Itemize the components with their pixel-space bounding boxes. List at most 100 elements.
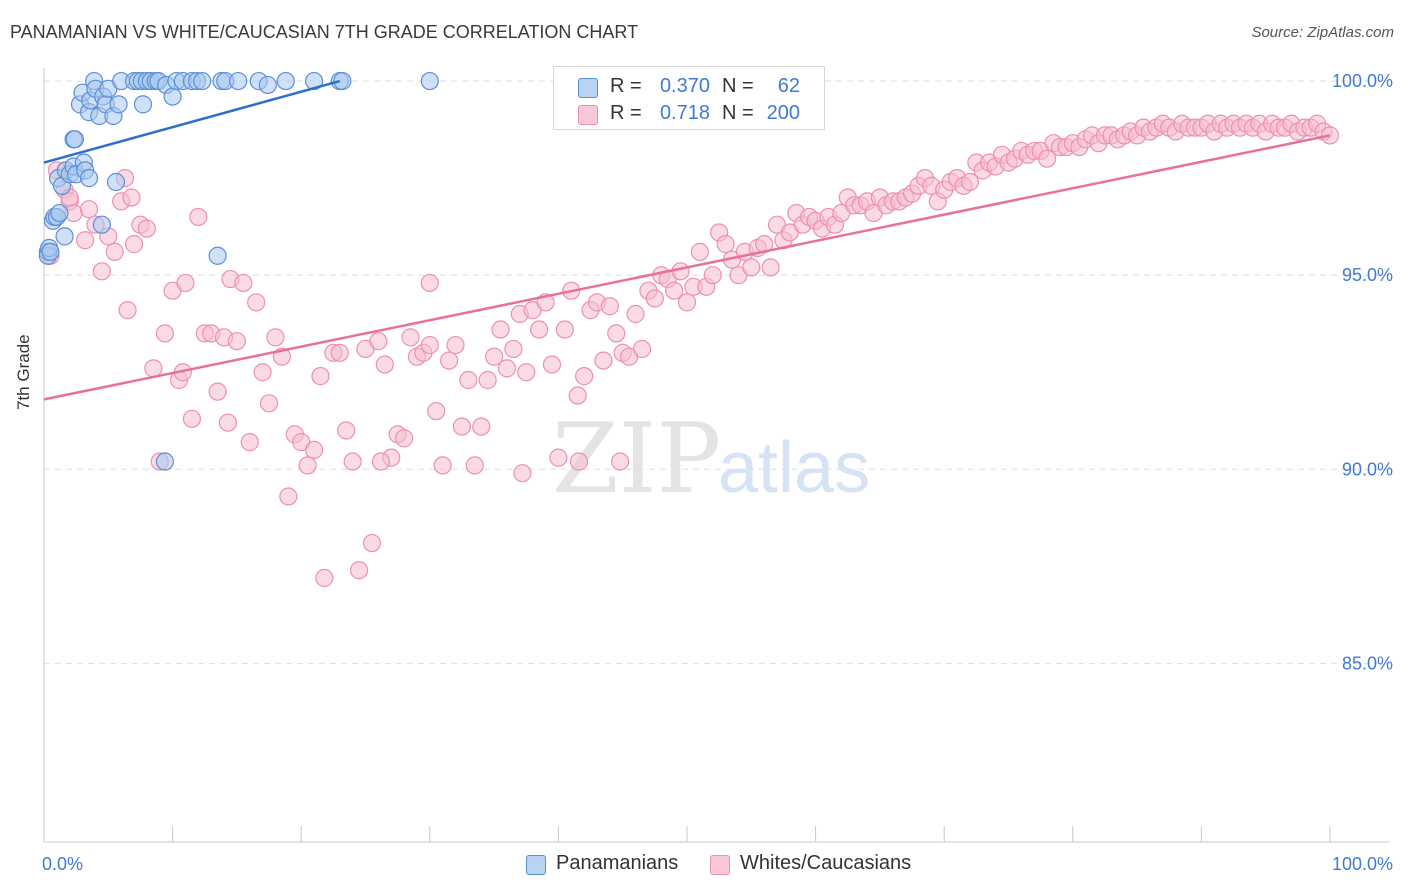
white-point xyxy=(218,413,237,432)
white-point xyxy=(761,258,780,277)
panamanian-point xyxy=(333,71,352,91)
panamanian-point xyxy=(276,71,295,91)
panamanian-point xyxy=(79,169,99,188)
white-point xyxy=(311,367,330,386)
white-point xyxy=(677,293,697,312)
panamanians-swatch xyxy=(578,78,598,98)
white-point xyxy=(266,328,285,347)
white-point xyxy=(446,335,465,355)
white-point xyxy=(513,464,532,483)
white-point xyxy=(234,273,253,293)
white-point xyxy=(594,351,613,370)
y-tick-label: 85.0% xyxy=(1342,653,1393,673)
white-point xyxy=(298,456,317,475)
white-point xyxy=(439,351,459,370)
white-point xyxy=(362,533,382,553)
white-point xyxy=(375,355,394,374)
n-value: 200 xyxy=(766,102,800,124)
white-point xyxy=(716,235,735,254)
white-point xyxy=(76,231,95,250)
white-point xyxy=(118,301,137,320)
whites-swatch xyxy=(578,105,598,125)
white-point xyxy=(144,359,163,378)
white-point xyxy=(122,188,141,207)
legend-label: Panamanians xyxy=(556,852,679,874)
white-point xyxy=(304,440,324,459)
white-point xyxy=(742,258,761,277)
watermark-atlas: atlas xyxy=(718,428,870,508)
white-point xyxy=(315,568,334,588)
stats-row-panamanians: R = 0.370 N = 62 xyxy=(554,73,824,101)
white-point xyxy=(517,363,536,382)
y-tick-label: 90.0% xyxy=(1342,459,1393,479)
white-point xyxy=(247,293,266,312)
r-value: 0.718 xyxy=(659,102,710,124)
panamanian-point xyxy=(229,71,248,91)
white-point xyxy=(569,452,589,471)
white-point xyxy=(420,335,439,355)
white-point xyxy=(575,367,594,386)
white-point xyxy=(124,235,144,254)
white-point xyxy=(485,347,504,366)
white-point xyxy=(600,297,619,316)
white-point xyxy=(459,370,478,390)
white-point xyxy=(530,320,549,339)
x-tick-label: 100.0% xyxy=(1332,854,1393,874)
series-legend: Panamanians Whites/Caucasians xyxy=(0,852,1406,878)
whites-swatch xyxy=(710,855,730,875)
white-point xyxy=(227,332,246,351)
white-point xyxy=(182,409,201,428)
white-point xyxy=(549,448,568,467)
white-point xyxy=(671,262,690,281)
panamanian-point xyxy=(304,71,324,91)
panamanian-point xyxy=(55,227,74,246)
white-point xyxy=(433,456,452,475)
n-label: N = xyxy=(722,75,754,97)
x-tick-label: 0.0% xyxy=(42,854,83,874)
white-point xyxy=(491,320,510,339)
white-point xyxy=(371,452,391,471)
r-label: R = xyxy=(610,75,642,97)
legend-label: Whites/Caucasians xyxy=(740,852,912,874)
white-point xyxy=(1037,149,1057,168)
white-point xyxy=(189,207,208,227)
y-tick-label: 95.0% xyxy=(1342,265,1393,285)
white-point xyxy=(155,324,174,343)
panamanian-point xyxy=(155,452,174,471)
white-point xyxy=(690,242,709,261)
chart-source: Source: ZipAtlas.com xyxy=(1251,24,1394,41)
white-point xyxy=(369,332,388,351)
white-point xyxy=(626,304,645,324)
white-point xyxy=(452,417,472,436)
chart-title: PANAMANIAN VS WHITE/CAUCASIAN 7TH GRADE … xyxy=(10,22,639,42)
white-point xyxy=(343,452,362,471)
white-point xyxy=(279,487,298,506)
y-tick-label: 100.0% xyxy=(1332,71,1393,91)
n-value: 62 xyxy=(777,75,800,97)
white-point xyxy=(497,359,517,378)
stats-legend: R = 0.370 N = 62 R = 0.718 N = 200 xyxy=(553,66,825,130)
white-point xyxy=(478,370,497,390)
white-point xyxy=(568,386,587,405)
white-point xyxy=(607,324,626,343)
panamanians-swatch xyxy=(526,855,546,875)
panamanian-point xyxy=(133,95,153,114)
panamanian-point xyxy=(106,172,126,192)
white-point xyxy=(542,355,562,374)
white-point xyxy=(632,339,652,359)
white-point xyxy=(394,429,414,448)
panamanian-trendline xyxy=(43,79,341,164)
white-point xyxy=(427,401,446,421)
panamanian-point xyxy=(109,95,128,114)
panamanian-point xyxy=(193,71,212,91)
white-point xyxy=(555,320,574,339)
white-point xyxy=(92,262,111,281)
panamanian-point xyxy=(208,246,227,265)
panamanian-point xyxy=(65,130,84,149)
white-point xyxy=(337,421,356,440)
r-value: 0.370 xyxy=(659,75,710,97)
white-point xyxy=(208,382,227,401)
white-point xyxy=(253,363,272,382)
white-point xyxy=(665,281,684,300)
